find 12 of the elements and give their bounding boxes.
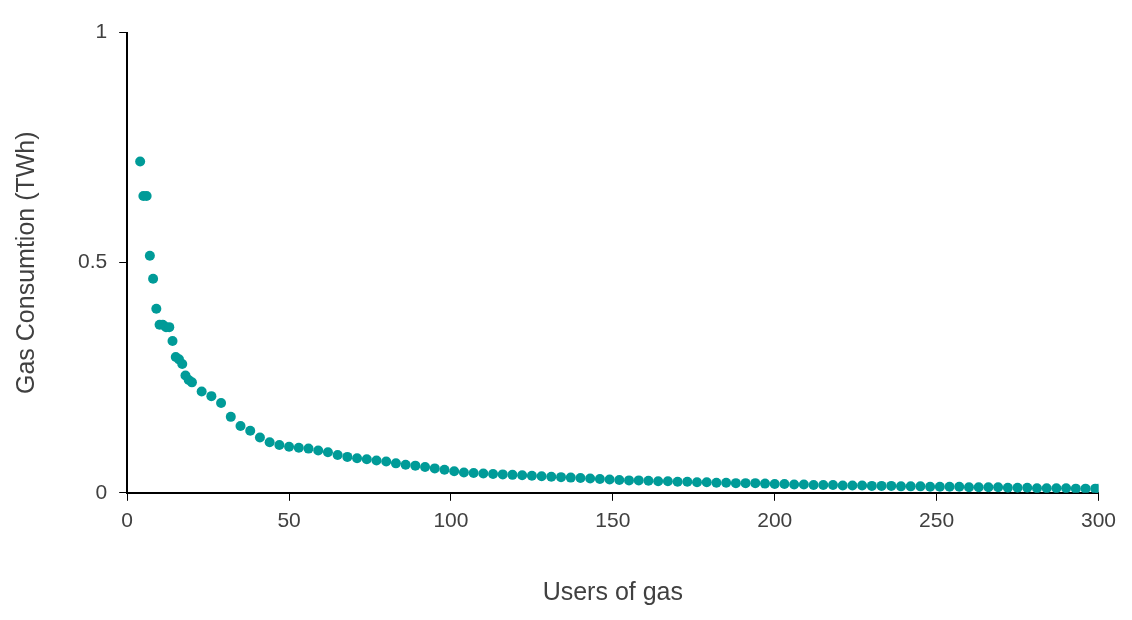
x-tick-label: 200 bbox=[757, 508, 793, 532]
y-tick-label: 0.5 bbox=[77, 249, 108, 273]
x-tick-label: 50 bbox=[277, 508, 301, 532]
x-tick-label: 250 bbox=[919, 508, 955, 532]
x-axis-title: Users of gas bbox=[542, 576, 684, 605]
y-tick-label: 0 bbox=[95, 479, 108, 503]
y-axis-title: Gas Consumtion (TWh) bbox=[10, 131, 39, 394]
y-tick-label: 1 bbox=[95, 19, 108, 43]
x-tick-label: 0 bbox=[121, 508, 134, 532]
x-tick-label: 300 bbox=[1080, 508, 1116, 532]
x-tick-label: 100 bbox=[433, 508, 469, 532]
x-tick-label: 150 bbox=[595, 508, 631, 532]
